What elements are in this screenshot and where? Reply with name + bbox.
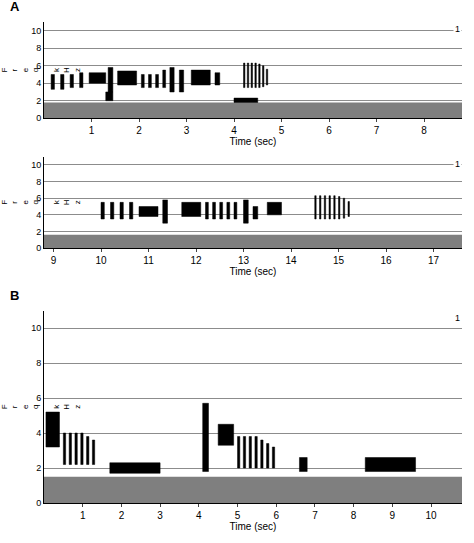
svg-text:10: 10	[31, 26, 41, 36]
svg-text:16: 16	[380, 255, 392, 266]
svg-text:6: 6	[36, 61, 41, 71]
svg-text:5: 5	[279, 125, 285, 136]
svg-text:6: 6	[273, 510, 279, 521]
svg-text:10: 10	[31, 160, 41, 170]
svg-text:3: 3	[157, 510, 163, 521]
svg-text:9: 9	[51, 255, 57, 266]
svg-text:7: 7	[374, 125, 380, 136]
svg-text:8: 8	[36, 177, 41, 187]
svg-text:Time (sec): Time (sec)	[230, 266, 277, 277]
svg-text:2: 2	[36, 463, 41, 473]
svg-text:8: 8	[36, 43, 41, 53]
svg-text:1: 1	[455, 159, 460, 169]
svg-text:4: 4	[36, 210, 41, 220]
svg-text:8: 8	[421, 125, 427, 136]
svg-text:2: 2	[119, 510, 125, 521]
svg-text:6: 6	[326, 125, 332, 136]
svg-text:10: 10	[31, 323, 41, 333]
svg-text:Time (sec): Time (sec)	[230, 136, 277, 147]
svg-text:0: 0	[36, 498, 41, 508]
svg-text:1: 1	[89, 125, 95, 136]
svg-text:11: 11	[143, 255, 154, 266]
svg-text:1: 1	[455, 24, 460, 34]
svg-text:4: 4	[36, 78, 41, 88]
svg-text:15: 15	[333, 255, 345, 266]
svg-text:7: 7	[312, 510, 318, 521]
svg-text:12: 12	[190, 255, 202, 266]
svg-text:10: 10	[95, 255, 107, 266]
svg-text:14: 14	[285, 255, 297, 266]
svg-text:17: 17	[428, 255, 440, 266]
svg-text:8: 8	[351, 510, 357, 521]
svg-text:0: 0	[36, 243, 41, 253]
svg-text:2: 2	[36, 96, 41, 106]
svg-text:2: 2	[36, 227, 41, 237]
svg-text:9: 9	[390, 510, 396, 521]
svg-text:8: 8	[36, 358, 41, 368]
svg-text:10: 10	[425, 510, 437, 521]
svg-text:Freq kHz: Freq kHz	[0, 67, 82, 73]
svg-text:3: 3	[184, 125, 190, 136]
svg-text:1: 1	[455, 313, 460, 323]
svg-text:4: 4	[196, 510, 202, 521]
svg-text:5: 5	[235, 510, 241, 521]
svg-text:6: 6	[36, 193, 41, 203]
svg-text:B: B	[10, 288, 19, 303]
svg-text:0: 0	[36, 113, 41, 123]
svg-text:4: 4	[36, 428, 41, 438]
svg-text:Time (sec): Time (sec)	[230, 521, 277, 532]
svg-text:Freq kHz: Freq kHz	[0, 199, 82, 205]
svg-text:2: 2	[136, 125, 142, 136]
svg-text:13: 13	[238, 255, 250, 266]
svg-text:4: 4	[231, 125, 237, 136]
svg-text:A: A	[10, 0, 20, 14]
svg-text:1: 1	[80, 510, 86, 521]
svg-text:6: 6	[36, 393, 41, 403]
svg-text:Freq kHz: Freq kHz	[0, 404, 82, 410]
